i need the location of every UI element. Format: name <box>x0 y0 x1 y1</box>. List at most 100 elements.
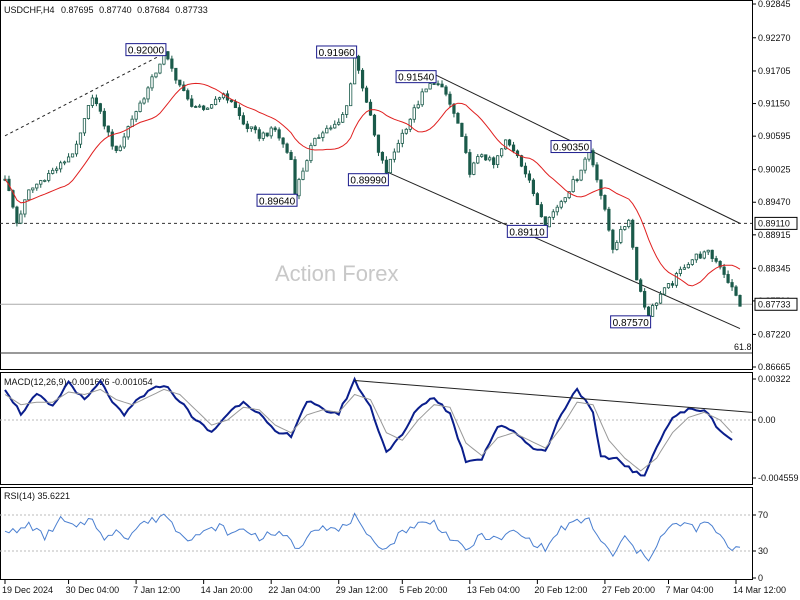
price-panel-title: USDCHF,H4 0.87695 0.87740 0.87684 0.8773… <box>4 5 208 15</box>
axis-value-label: 0.89110 <box>758 218 790 228</box>
candle-body <box>94 97 98 105</box>
swing-label-box <box>125 43 167 57</box>
candle-body <box>62 161 67 164</box>
candle-body <box>603 195 607 210</box>
candle-body <box>138 102 142 112</box>
swing-label-box <box>347 173 389 187</box>
price-tick-label: 0.88915 <box>758 230 791 240</box>
candle-body <box>55 168 59 171</box>
high-readout: 0.87740 <box>99 5 132 15</box>
candle-body <box>59 162 63 170</box>
candle-body <box>384 159 389 174</box>
candle-body <box>702 251 706 259</box>
moving-average-line <box>4 82 741 287</box>
candle-body <box>213 98 218 106</box>
candle-body <box>500 148 504 157</box>
candle-body <box>567 191 571 199</box>
axis-value-label: 0.87733 <box>758 299 791 309</box>
candle-body <box>607 208 611 231</box>
candle-body <box>527 173 532 181</box>
candle-body <box>619 229 623 243</box>
candle-body <box>285 143 289 153</box>
swing-label: 0.92000 <box>128 46 165 57</box>
candle-body <box>627 219 631 227</box>
candle-body <box>718 260 722 268</box>
candle-body <box>114 145 118 151</box>
candle-body <box>507 139 512 146</box>
candle-body <box>730 282 734 288</box>
candle-body <box>420 91 424 106</box>
candle-body <box>170 58 174 69</box>
candle-body <box>496 155 500 165</box>
candle-body <box>464 136 468 153</box>
candle-body <box>269 127 273 137</box>
macd-signal-line <box>4 388 733 472</box>
candle-body <box>174 67 178 81</box>
candle-body <box>27 189 31 201</box>
candle-body <box>178 79 182 86</box>
candle-body <box>360 69 365 89</box>
candle-body <box>293 159 297 197</box>
candle-body <box>488 157 492 161</box>
candle-body <box>39 180 43 185</box>
candle-body <box>376 134 381 153</box>
candle-body <box>472 162 476 175</box>
candle-body <box>142 98 146 104</box>
candle-body <box>43 179 47 182</box>
candle-body <box>738 294 742 307</box>
candle-body <box>356 55 361 71</box>
swing-label-box <box>550 140 592 154</box>
swing-label-box <box>610 315 652 329</box>
candle-body <box>428 83 432 90</box>
candle-body <box>122 136 126 148</box>
rsi-tick-label: 70 <box>758 510 768 520</box>
rsi-line <box>4 512 741 562</box>
time-tick-label: 19 Dec 2024 <box>2 585 53 595</box>
swing-label: 0.89990 <box>350 176 387 187</box>
candle-body <box>194 106 198 108</box>
candle-body <box>694 253 698 261</box>
candle-body <box>563 197 567 203</box>
time-tick-label: 27 Feb 20:00 <box>602 585 655 595</box>
candle-body <box>118 146 122 151</box>
axis-value-box <box>754 216 798 230</box>
candle-body <box>531 179 536 195</box>
candle-body <box>368 101 373 116</box>
swing-label-box <box>316 45 358 59</box>
candle-body <box>436 83 440 86</box>
candle-body <box>47 172 51 181</box>
candle-body <box>70 153 75 158</box>
time-tick-label: 14 Mar 12:00 <box>733 585 786 595</box>
swing-label-box <box>395 70 437 84</box>
close-readout: 0.87733 <box>175 5 208 15</box>
candle-body <box>241 115 245 125</box>
candle-body <box>110 131 114 147</box>
candle-body <box>206 107 210 110</box>
candle-body <box>134 111 138 120</box>
candle-body <box>555 206 559 213</box>
rsi-panel-frame <box>0 487 753 580</box>
time-tick-label: 14 Jan 20:00 <box>201 585 253 595</box>
candle-body <box>666 283 671 289</box>
candle-body <box>233 101 238 109</box>
candle-body <box>74 143 79 155</box>
candle-body <box>408 118 412 130</box>
macd-tick-label: -0.004559 <box>758 473 799 483</box>
candle-body <box>257 129 261 139</box>
candle-body <box>106 125 110 133</box>
candle-body <box>583 158 587 171</box>
time-tick-label: 13 Feb 04:00 <box>467 585 520 595</box>
swing-label: 0.89640 <box>259 196 296 207</box>
candle-body <box>579 169 583 181</box>
candle-body <box>635 246 639 281</box>
candle-body <box>503 139 508 150</box>
candle-body <box>309 144 313 162</box>
trend-line-1 <box>386 171 741 329</box>
rsi-tick-label: 0 <box>758 573 763 583</box>
macd-panel-frame <box>0 372 753 485</box>
candle-body <box>674 273 679 286</box>
price-tick-label: 0.87220 <box>758 329 791 339</box>
swing-label: 0.89110 <box>509 227 545 238</box>
candle-body <box>317 137 321 139</box>
macd-tick-label: 0.00 <box>758 415 776 425</box>
